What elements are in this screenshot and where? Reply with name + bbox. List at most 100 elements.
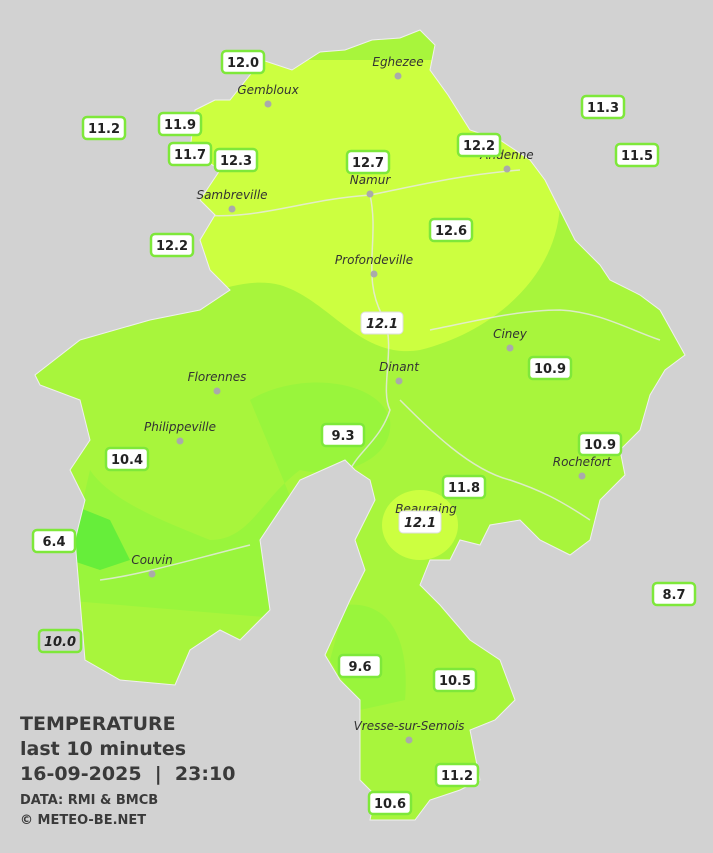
town: Philippeville (144, 420, 216, 445)
town: Florennes (188, 370, 247, 395)
reading-box (31, 528, 77, 554)
reading-value: 9.3 (331, 429, 354, 444)
town-label: Gembloux (237, 83, 299, 97)
town-label: Philippeville (144, 420, 216, 434)
reading-box (213, 147, 259, 173)
town: Sambreville (196, 188, 268, 213)
town-dot (148, 570, 156, 578)
reading: 11.8 (441, 474, 487, 500)
reading-box (441, 474, 487, 500)
reading: 10.0 (37, 628, 83, 654)
town-dot (213, 387, 221, 395)
town-dot (264, 100, 272, 108)
town-dot (366, 190, 374, 198)
reading: 12.2 (149, 232, 195, 258)
reading: 9.3 (320, 422, 366, 448)
reading-value: 10.4 (111, 453, 143, 468)
reading-box (398, 510, 442, 534)
town: Eghezee (372, 55, 424, 80)
reading-box (104, 446, 150, 472)
town: Rochefort (553, 455, 613, 480)
reading-box (220, 49, 266, 75)
reading-value: 11.5 (621, 149, 653, 164)
reading-value: 11.2 (88, 122, 120, 137)
reading-value: 12.1 (404, 516, 436, 531)
reading-value: 8.7 (662, 588, 685, 603)
reading: 6.4 (31, 528, 77, 554)
town-label: Dinant (379, 360, 420, 374)
reading-box (320, 422, 366, 448)
town-dot (394, 72, 402, 80)
reading: 10.6 (367, 790, 413, 816)
reading-box (577, 431, 623, 457)
reading: 10.9 (577, 431, 623, 457)
reading: 10.5 (432, 667, 478, 693)
reading-box (360, 311, 404, 335)
town-label: Eghezee (372, 55, 423, 69)
town-dot (228, 205, 236, 213)
reading-box (345, 149, 391, 175)
reading-box (428, 217, 474, 243)
reading-box (149, 232, 195, 258)
town-label: Rochefort (553, 455, 613, 469)
reading-box (651, 581, 697, 607)
reading: 8.7 (651, 581, 697, 607)
reading-value: 12.7 (352, 156, 384, 171)
reading-box (614, 142, 660, 168)
reading-value: 11.2 (441, 769, 473, 784)
reading-value: 12.6 (435, 224, 467, 239)
reading: 12.7 (345, 149, 391, 175)
legend-source: DATA: RMI & BMCB (20, 793, 158, 808)
reading-value: 10.0 (44, 635, 76, 650)
reading-value: 11.8 (448, 481, 480, 496)
reading-box (432, 667, 478, 693)
reading-box (337, 653, 383, 679)
town-label: Vresse-sur-Semois (354, 719, 465, 733)
reading-value: 11.9 (164, 118, 196, 133)
reading-box (167, 141, 213, 167)
town-label: Profondeville (335, 253, 413, 267)
town-label: Couvin (131, 553, 172, 567)
reading: 11.3 (580, 94, 626, 120)
reading: 11.7 (167, 141, 213, 167)
legend-subtitle: last 10 minutes (20, 738, 186, 760)
reading-value: 11.3 (587, 101, 619, 116)
reading: 12.1 (360, 311, 404, 335)
reading: 11.2 (81, 115, 127, 141)
town: Dinant (379, 360, 420, 385)
town-dot (395, 377, 403, 385)
reading-value: 6.4 (42, 535, 65, 550)
town-dot (578, 472, 586, 480)
reading-value: 12.2 (463, 139, 495, 154)
reading-value: 10.9 (534, 362, 566, 377)
reading-value: 12.3 (220, 154, 252, 169)
reading: 12.3 (213, 147, 259, 173)
town-dot (405, 736, 413, 744)
reading: 12.6 (428, 217, 474, 243)
reading-value: 10.9 (584, 438, 616, 453)
reading: 9.6 (337, 653, 383, 679)
town: Vresse-sur-Semois (354, 719, 465, 744)
reading-value: 10.6 (374, 797, 406, 812)
reading-value: 12.2 (156, 239, 188, 254)
reading-box (37, 628, 83, 654)
reading-value: 12.0 (227, 56, 259, 71)
reading: 10.4 (104, 446, 150, 472)
reading-box (527, 355, 573, 381)
reading-box (434, 762, 480, 788)
town-label: Ciney (493, 327, 528, 341)
reading-box (456, 132, 502, 158)
reading-value: 12.1 (366, 317, 398, 332)
town-label: Florennes (188, 370, 247, 384)
reading-value: 11.7 (174, 148, 206, 163)
reading: 11.9 (157, 111, 203, 137)
reading-box (367, 790, 413, 816)
town-dot (176, 437, 184, 445)
reading-box (81, 115, 127, 141)
legend-datetime: 16-09-2025 | 23:10 (20, 763, 235, 785)
reading-value: 9.6 (348, 660, 371, 675)
town-dot (503, 165, 511, 173)
legend-credit: © METEO-BE.NET (20, 813, 146, 828)
reading: 11.5 (614, 142, 660, 168)
